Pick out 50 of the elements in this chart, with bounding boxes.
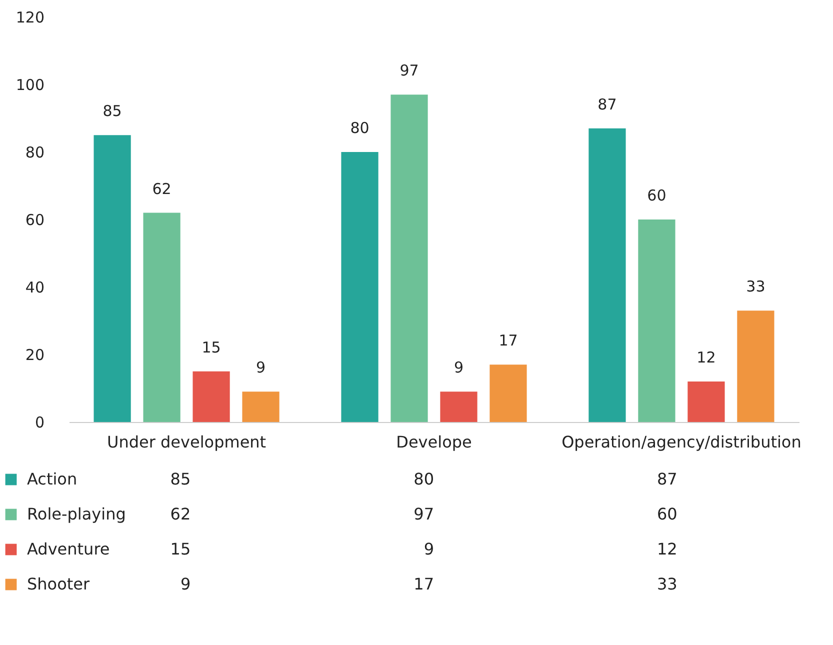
legend-label: Role-playing	[27, 504, 126, 524]
data-label: 85	[102, 102, 122, 120]
text: 80	[414, 470, 434, 488]
bar	[143, 212, 180, 422]
bar	[192, 371, 230, 422]
data-label: 60	[647, 186, 666, 204]
data-label: 15	[202, 338, 221, 356]
text: 9	[180, 574, 191, 594]
bar	[390, 94, 428, 422]
legend-label: Adventure	[27, 540, 110, 558]
text: 9	[424, 540, 434, 558]
y-tick-label: 120	[16, 8, 44, 26]
text: 15	[170, 540, 191, 558]
data-label: 9	[256, 358, 266, 377]
bar	[688, 382, 725, 422]
bar	[588, 128, 626, 422]
x-tick-label: Develope	[396, 432, 472, 452]
bar	[341, 152, 378, 422]
y-tick-label: 0	[34, 414, 44, 432]
y-tick-label: 100	[16, 76, 44, 94]
legend-label: Action	[27, 470, 78, 488]
data-label: 87	[598, 95, 617, 114]
y-tick-label: 20	[25, 346, 44, 364]
data-label: 33	[746, 278, 766, 296]
data-label: 80	[350, 119, 370, 137]
bar	[737, 310, 774, 422]
text: 85	[170, 470, 191, 488]
text: 87	[656, 470, 678, 488]
data-label: 62	[152, 180, 172, 198]
bar	[638, 220, 676, 422]
text: 60	[656, 504, 678, 524]
text: 97	[414, 504, 434, 524]
y-tick-label: 40	[25, 278, 44, 296]
text: 33	[656, 574, 678, 594]
text: 12	[656, 540, 678, 558]
data-label: 12	[696, 348, 716, 366]
bar	[440, 392, 478, 422]
x-tick-label: Under development	[107, 432, 266, 452]
data-label: 97	[400, 62, 419, 80]
y-tick-label: 80	[25, 144, 44, 162]
legend-label: Shooter	[27, 574, 90, 594]
data-label: 9	[454, 358, 464, 377]
text: 17	[414, 574, 434, 594]
bar	[490, 364, 527, 422]
x-tick-label: Operation/agency/distribution	[562, 432, 802, 452]
bar	[242, 392, 280, 422]
data-label: 17	[498, 332, 518, 350]
y-tick-label: 60	[25, 211, 44, 229]
bar	[94, 135, 131, 422]
text: 62	[170, 504, 191, 524]
